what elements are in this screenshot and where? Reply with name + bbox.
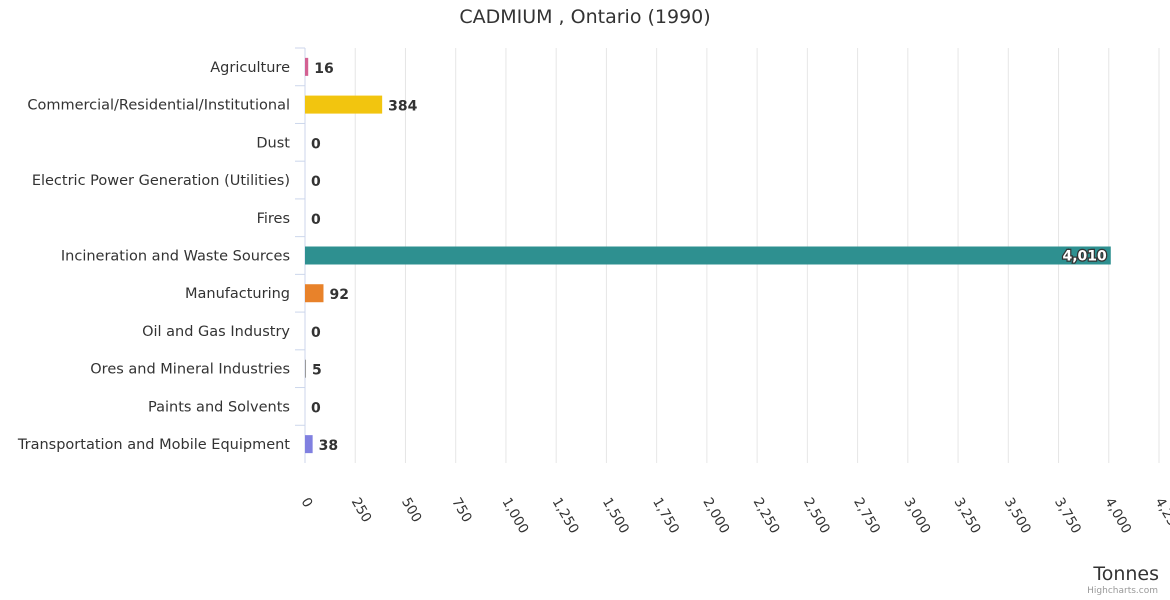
bar [305,246,1111,265]
data-label: 0 [311,400,321,416]
x-tick-label: 500 [398,495,425,525]
category-label: Fires [257,211,290,227]
chart-title: CADMIUM , Ontario (1990) [459,6,711,28]
x-tick-label: 1,000 [498,495,531,536]
x-tick-label: 3,750 [1051,495,1084,536]
data-label: 0 [311,136,321,152]
category-label: Dust [256,135,290,151]
data-label: 0 [311,325,321,341]
x-tick-label: 1,750 [649,495,682,536]
data-label: 0 [311,212,321,228]
data-label: 0 [311,174,321,190]
x-tick-label: 4,250 [1152,495,1170,536]
category-label: Transportation and Mobile Equipment [17,437,290,453]
data-label: 384 [388,99,417,115]
x-tick-label: 4,000 [1101,495,1134,536]
bar [305,359,307,378]
credits-link[interactable]: Highcharts.com [1087,586,1158,596]
category-label: Incineration and Waste Sources [61,249,290,265]
x-tick-label: 750 [448,495,475,525]
bar [305,95,383,114]
x-tick-label: 3,000 [900,495,933,536]
bar [305,57,309,76]
data-label: 38 [319,438,338,454]
data-label: 16 [314,61,333,77]
x-tick-label: 250 [348,495,375,525]
x-tick-label: 2,250 [750,495,783,536]
category-label: Ores and Mineral Industries [90,362,290,378]
x-tick-label: 3,250 [951,495,984,536]
x-tick-label: 2,000 [699,495,732,536]
data-label: 4,010 [1062,249,1107,265]
bar [305,284,324,303]
category-label: Oil and Gas Industry [142,324,290,340]
x-tick-label: 2,500 [800,495,833,536]
category-label: Paints and Solvents [148,399,290,415]
bar [305,435,313,454]
category-label: Commercial/Residential/Institutional [27,98,290,114]
x-tick-label: 0 [298,495,316,510]
x-tick-label: 1,250 [549,495,582,536]
x-tick-label: 3,500 [1001,495,1034,536]
category-label: Electric Power Generation (Utilities) [32,173,290,189]
category-label: Agriculture [210,60,290,76]
x-axis-title: Tonnes [1093,563,1159,585]
category-label: Manufacturing [185,286,290,302]
x-tick-label: 2,750 [850,495,883,536]
x-tick-label: 1,500 [599,495,632,536]
data-label: 92 [329,287,348,303]
data-label: 5 [312,363,322,379]
